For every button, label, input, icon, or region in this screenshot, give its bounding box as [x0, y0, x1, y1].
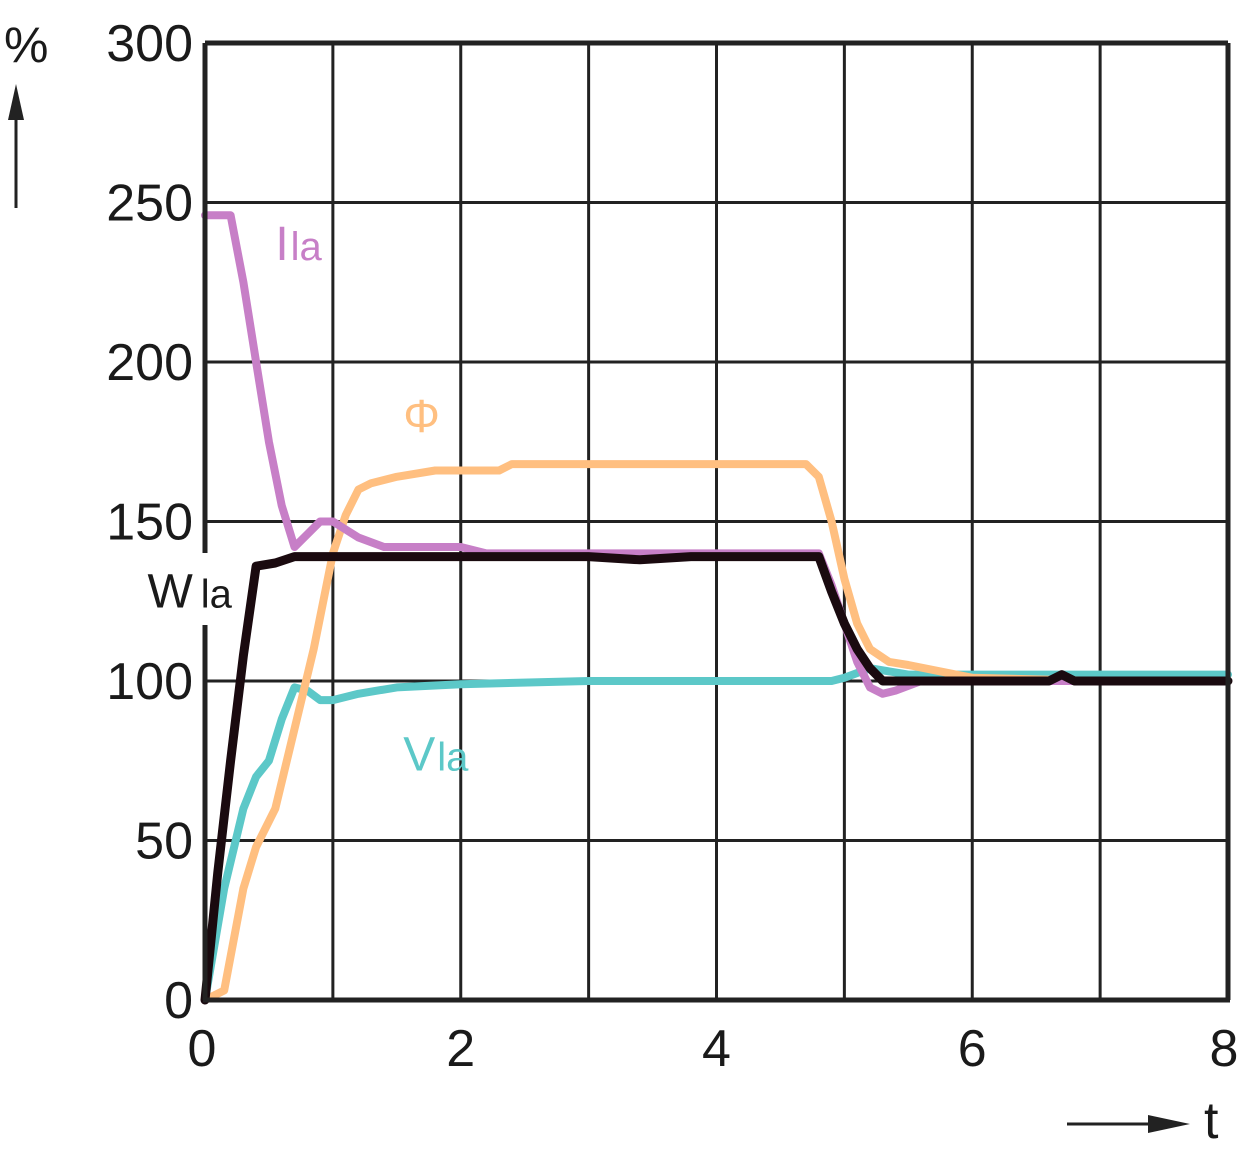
y-axis-arrow-icon [8, 84, 24, 208]
series-labels: Ila Φ Vla W la [147, 218, 469, 781]
grid-lines [205, 43, 1228, 1000]
series-line-wla [200, 552, 1233, 1005]
y-tick-label: 50 [135, 813, 193, 871]
x-tick-label: 2 [446, 1020, 475, 1078]
x-axis-variable-label: t [1204, 1092, 1219, 1150]
plot-frame [202, 40, 1231, 1003]
data-series [200, 211, 1233, 1005]
series-line-ila [201, 211, 1232, 698]
series-label-vla: Vla [403, 728, 469, 781]
y-tick-label: 200 [106, 334, 193, 392]
x-tick-label: 8 [1210, 1020, 1239, 1078]
x-tick-label: 6 [958, 1020, 987, 1078]
axis-decorations: % t [4, 17, 1219, 1150]
series-line-phi [201, 460, 1232, 1004]
series-label-phi: Φ [403, 390, 440, 442]
y-tick-label: 0 [164, 972, 193, 1030]
x-tick-label: 4 [702, 1020, 731, 1078]
y-tick-label: 100 [106, 653, 193, 711]
y-tick-label: 150 [106, 494, 193, 552]
y-axis-unit-label: % [4, 17, 48, 73]
y-tick-label: 300 [106, 15, 193, 73]
x-axis-arrow-icon [1067, 1115, 1190, 1133]
axis-tick-labels: 0 50 100 150 200 250 300 0 2 4 6 8 [106, 15, 1238, 1078]
series-label-ila: Ila [275, 218, 322, 271]
y-tick-label: 250 [106, 175, 193, 233]
series-line-vla [201, 664, 1232, 1004]
x-tick-label: 0 [188, 1020, 217, 1078]
